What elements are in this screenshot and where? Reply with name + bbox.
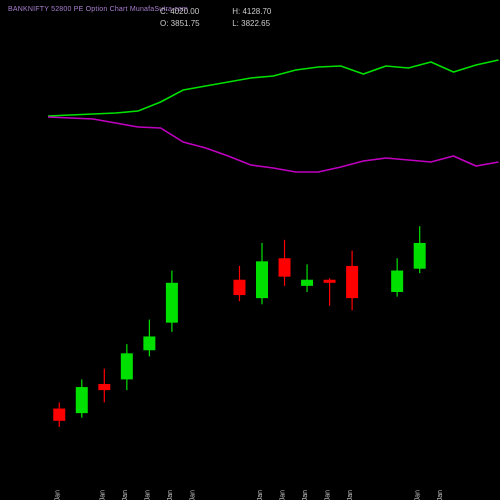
low-value: L: 3822.65 [232, 18, 302, 30]
x-axis-label: 17 Jan [347, 490, 354, 500]
close-value: C: 4020.00 [160, 6, 230, 18]
candle-body [279, 258, 291, 276]
candle-body [233, 280, 245, 295]
price-chart: 02 Jan 06 Jan 07 Jan 08 Jan 09 Jan 10 Jan 13 J… [0, 0, 500, 500]
x-axis-label: 02 Jan [54, 490, 61, 500]
x-axis-label: 14 Jan [280, 490, 287, 500]
candle-body [98, 384, 110, 390]
candle-body [301, 280, 313, 286]
candle-body [121, 353, 133, 379]
candle-body [391, 271, 403, 292]
x-axis-label: 09 Jan [167, 490, 174, 500]
high-value: H: 4128.70 [232, 6, 302, 18]
candle-body [346, 266, 358, 298]
x-axis-label: 08 Jan [144, 490, 151, 500]
x-axis-label: 16 Jan [325, 490, 332, 500]
candle-body [414, 243, 426, 269]
x-axis-label: 13 Jan [257, 490, 264, 500]
x-axis-label: 15 Jan [302, 490, 309, 500]
candle-body [256, 261, 268, 298]
indicator-line-bottom [48, 117, 499, 172]
open-value: O: 3851.75 [160, 18, 230, 30]
x-axis-label: 07 Jan [122, 490, 129, 500]
candle-body [166, 283, 178, 323]
x-axis-label: 10 Jan [189, 490, 196, 500]
indicator-line-top [48, 60, 499, 116]
x-axis-label: 06 Jan [99, 490, 106, 500]
candle-body [143, 336, 155, 350]
x-axis-label: 20 Jan [415, 490, 422, 500]
candle-body [76, 387, 88, 413]
ohlc-info: C: 4020.00 H: 4128.70 O: 3851.75 L: 3822… [160, 6, 302, 30]
candle-body [324, 280, 336, 283]
candle-body [53, 409, 65, 421]
x-axis-label: 21 Jan [437, 490, 444, 500]
